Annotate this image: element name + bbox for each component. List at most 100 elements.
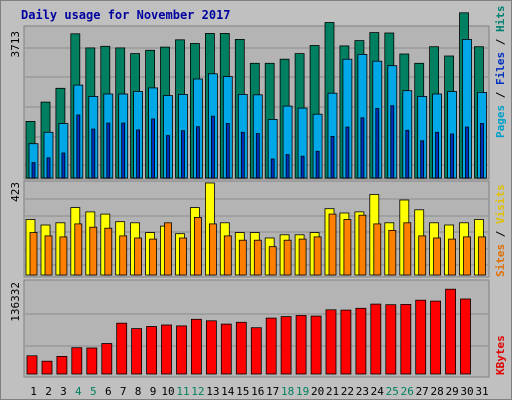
visits-sites-bar-day-7 (119, 235, 128, 276)
side-label-files: Files (494, 52, 507, 85)
panel-kbytes-ymax: 136332 (9, 282, 22, 322)
visits-sites-bar-day-29 (448, 238, 457, 276)
day-label-8: 8 (135, 385, 142, 398)
requests-pages-bar-day-19 (300, 155, 305, 179)
requests-pages-bar-day-15 (240, 131, 245, 179)
visits-sites-bar-day-15 (238, 239, 247, 276)
panel-visits-side-label: Sites / Visits (494, 184, 507, 277)
panel-requests-ymax: 3713 (9, 31, 22, 58)
requests-pages-bar-day-27 (420, 140, 425, 179)
day-label-5: 5 (90, 385, 97, 398)
requests-pages-bar-day-9 (151, 118, 156, 179)
visits-sites-bar-day-28 (433, 237, 442, 276)
visits-sites-bar-day-30 (463, 236, 471, 276)
visits-sites-bar-day-1 (29, 232, 38, 276)
requests-pages-bar-day-12 (195, 126, 200, 179)
requests-pages-bar-day-24 (375, 108, 380, 179)
requests-pages-bar-day-4 (76, 114, 81, 179)
visits-sites-bar-day-18 (283, 239, 292, 276)
requests-pages-bar-day-18 (285, 154, 290, 179)
requests-pages-bar-day-21 (330, 135, 335, 179)
side-label-pages: Pages (494, 105, 507, 138)
kbytes-kbytes-bar-day-25 (385, 304, 397, 375)
visits-sites-bar-day-11 (179, 237, 187, 276)
day-label-10: 10 (161, 385, 174, 398)
day-label-3: 3 (60, 385, 67, 398)
requests-pages-bar-day-14 (225, 123, 230, 179)
day-label-12: 12 (191, 385, 204, 398)
kbytes-kbytes-bar-day-18 (280, 316, 292, 375)
requests-pages-bar-day-6 (106, 122, 111, 179)
day-label-9: 9 (150, 385, 157, 398)
kbytes-kbytes-bar-day-13 (205, 320, 217, 375)
panel-kbytes-side-label: KBytes (494, 335, 507, 375)
requests-pages-bar-day-1 (31, 162, 36, 179)
visits-sites-bar-day-22 (343, 219, 352, 276)
chart-marks: 1 2 3 4 5 6 7 8 9 10 11 12 13 14 15 16 17 18 19 20 21 22 23 24 2… (25, 12, 489, 398)
visits-sites-bar-day-21 (328, 213, 337, 276)
visits-sites-bar-day-10 (164, 222, 172, 276)
kbytes-kbytes-bar-day-11 (176, 325, 187, 375)
visits-sites-bar-day-6 (104, 227, 113, 276)
day-label-16: 16 (251, 385, 264, 398)
requests-pages-bar-day-20 (315, 150, 320, 179)
kbytes-kbytes-bar-day-12 (190, 318, 202, 375)
day-label-27: 27 (416, 385, 429, 398)
visits-sites-bar-day-25 (388, 229, 397, 276)
day-label-25: 25 (386, 385, 399, 398)
visits-sites-bar-day-12 (193, 216, 202, 276)
requests-pages-bar-day-3 (61, 152, 66, 179)
visits-sites-bar-day-5 (89, 226, 98, 276)
visits-sites-bar-day-19 (298, 238, 307, 276)
kbytes-kbytes-bar-day-8 (131, 328, 143, 375)
kbytes-kbytes-bar-day-29 (445, 288, 457, 375)
day-label-26: 26 (401, 385, 414, 398)
kbytes-kbytes-bar-day-14 (220, 323, 232, 375)
visits-sites-bar-day-3 (59, 236, 68, 276)
kbytes-kbytes-bar-day-26 (400, 303, 412, 375)
visits-sites-bar-day-8 (134, 237, 143, 276)
side-label-visits: Visits (494, 184, 507, 224)
day-label-23: 23 (356, 385, 369, 398)
kbytes-kbytes-bar-day-6 (101, 343, 113, 375)
visits-sites-bar-day-31 (478, 236, 486, 276)
day-label-30: 30 (460, 385, 473, 398)
kbytes-kbytes-bar-day-21 (325, 309, 337, 375)
requests-pages-bar-day-5 (91, 128, 96, 179)
visits-sites-bar-day-13 (208, 223, 217, 276)
day-label-28: 28 (430, 385, 443, 398)
visits-sites-bar-day-14 (223, 235, 232, 276)
kbytes-kbytes-bar-day-5 (86, 347, 98, 375)
requests-pages-bar-day-25 (390, 105, 395, 179)
kbytes-kbytes-bar-day-10 (161, 324, 172, 375)
kbytes-kbytes-bar-day-20 (310, 315, 322, 375)
requests-pages-bar-day-30 (465, 126, 469, 179)
visits-sites-bar-day-17 (268, 246, 277, 276)
requests-pages-bar-day-31 (480, 123, 484, 179)
kbytes-kbytes-bar-day-3 (56, 355, 68, 375)
visits-sites-bar-day-20 (313, 236, 322, 276)
visits-sites-bar-day-2 (44, 235, 53, 276)
requests-pages-bar-day-17 (270, 158, 275, 179)
visits-sites-bar-day-24 (373, 223, 382, 276)
kbytes-kbytes-bar-day-28 (430, 300, 442, 375)
day-label-4: 4 (75, 385, 82, 398)
kbytes-kbytes-bar-day-17 (265, 317, 277, 375)
day-label-6: 6 (105, 385, 112, 398)
day-label-22: 22 (341, 385, 354, 398)
visits-sites-bar-day-16 (253, 239, 262, 276)
requests-pages-bar-day-28 (435, 131, 440, 179)
day-label-29: 29 (445, 385, 458, 398)
requests-pages-bar-day-11 (181, 130, 185, 179)
kbytes-kbytes-bar-day-27 (415, 299, 427, 375)
requests-pages-bar-day-8 (136, 129, 141, 179)
requests-pages-bar-day-29 (450, 133, 455, 179)
day-label-14: 14 (221, 385, 235, 398)
visits-sites-bar-day-27 (418, 235, 427, 276)
chart-title: Daily usage for November 2017 (21, 8, 231, 22)
kbytes-kbytes-bar-day-7 (116, 322, 128, 375)
requests-pages-bar-day-23 (360, 117, 365, 179)
requests-pages-bar-day-10 (166, 135, 170, 179)
kbytes-kbytes-bar-day-16 (250, 327, 262, 375)
